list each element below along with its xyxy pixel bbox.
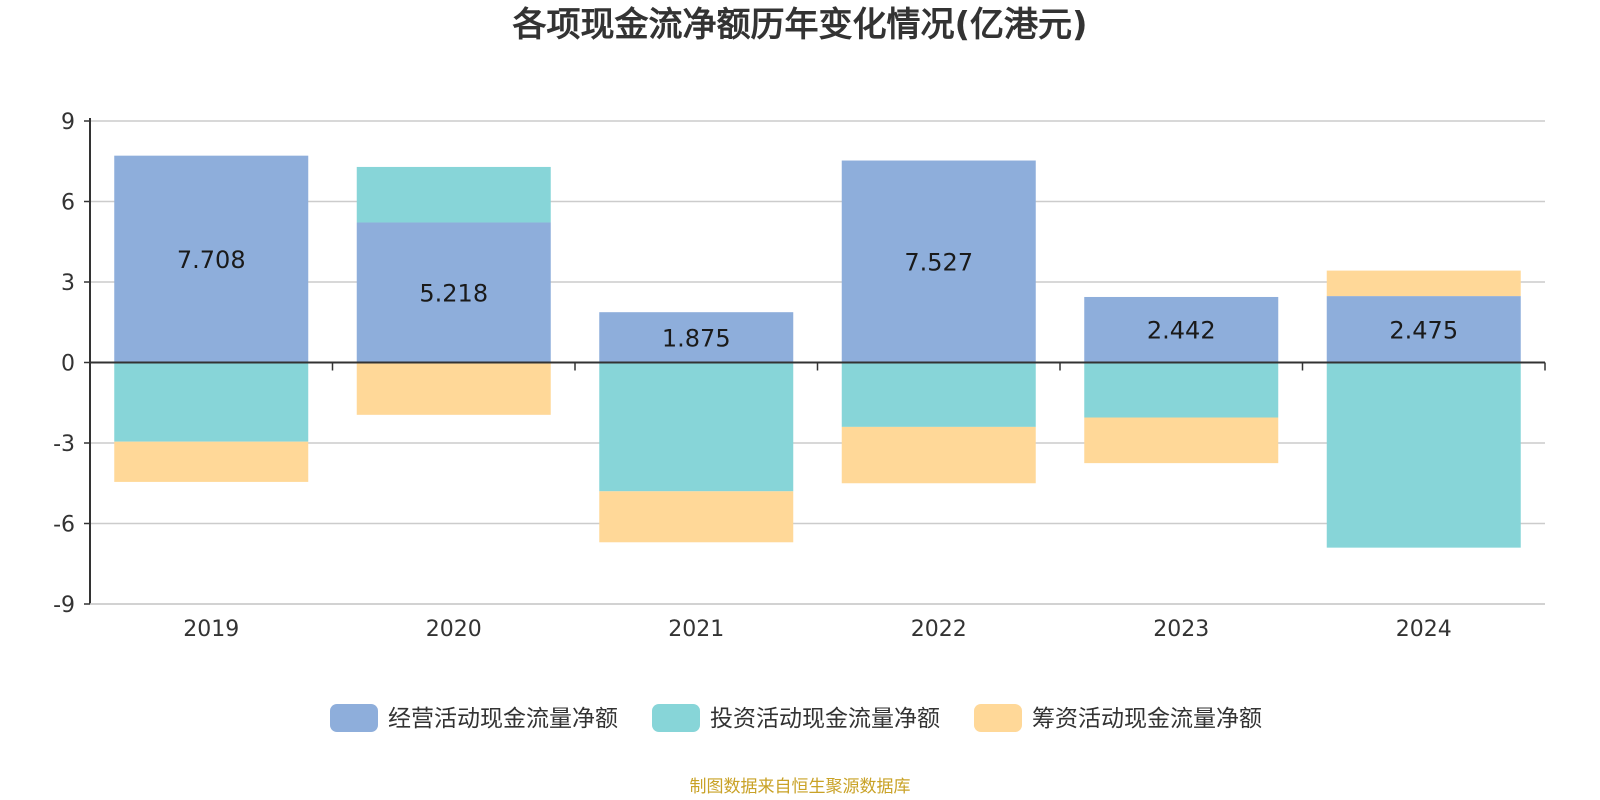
bar-2020-series-1 bbox=[356, 166, 551, 223]
bar-2021-series-2 bbox=[599, 491, 794, 543]
legend: 经营活动现金流量净额 投资活动现金流量净额 筹资活动现金流量净额 bbox=[330, 704, 1262, 732]
bar-2019-series-0 bbox=[114, 155, 309, 363]
legend-label: 筹资活动现金流量净额 bbox=[1032, 706, 1262, 732]
y-tick-label: -3 bbox=[53, 432, 75, 457]
legend-label: 投资活动现金流量净额 bbox=[710, 706, 940, 732]
bar-2024-series-0 bbox=[1326, 296, 1521, 363]
bar-2020-series-0 bbox=[356, 222, 551, 363]
bar-2021-series-1 bbox=[599, 362, 794, 492]
data-label-2020: 5.218 bbox=[419, 279, 488, 307]
y-tick-label: -6 bbox=[53, 513, 75, 538]
data-labels: 7.708 5.218 1.875 7.527 2.442 2.475 bbox=[177, 246, 1458, 352]
bar-2023-series-2 bbox=[1084, 417, 1279, 464]
bar-2021-series-0 bbox=[599, 312, 794, 363]
x-tick-label: 2019 bbox=[183, 617, 239, 642]
bars bbox=[114, 155, 1521, 548]
bar-2022-series-2 bbox=[841, 426, 1036, 484]
y-tick-label: 3 bbox=[61, 271, 75, 296]
bar-2023-series-0 bbox=[1084, 296, 1279, 363]
chart-title: 各项现金流净额历年变化情况(亿港元) bbox=[512, 5, 1087, 45]
bar-2024-series-1 bbox=[1326, 362, 1521, 548]
bar-2019-series-2 bbox=[114, 441, 309, 482]
x-tick-label: 2020 bbox=[426, 617, 482, 642]
source-note: 制图数据来自恒生聚源数据库 bbox=[690, 777, 911, 797]
x-tick-label: 2024 bbox=[1396, 617, 1452, 642]
y-tick-label: 0 bbox=[61, 352, 75, 377]
data-label-2022: 7.527 bbox=[904, 249, 973, 277]
x-tick-label: 2021 bbox=[668, 617, 724, 642]
x-tick-label: 2023 bbox=[1153, 617, 1209, 642]
x-tick-label: 2022 bbox=[911, 617, 967, 642]
y-tick-label: -9 bbox=[53, 593, 75, 618]
axes: 9 6 3 0 -3 -6 -9 2019 2020 2021 2022 2023 2024 bbox=[53, 110, 1546, 642]
legend-label: 经营活动现金流量净额 bbox=[388, 706, 618, 732]
bar-2020-series-2 bbox=[356, 362, 551, 415]
legend-swatch bbox=[974, 704, 1022, 732]
data-label-2024: 2.475 bbox=[1389, 316, 1458, 344]
bar-2022-series-1 bbox=[841, 362, 1036, 427]
legend-swatch bbox=[652, 704, 700, 732]
bar-2023-series-1 bbox=[1084, 362, 1279, 418]
y-tick-label: 6 bbox=[61, 191, 75, 216]
data-label-2019: 7.708 bbox=[177, 246, 246, 274]
legend-swatch bbox=[330, 704, 378, 732]
bar-2024-series-2 bbox=[1326, 270, 1521, 297]
data-label-2023: 2.442 bbox=[1147, 317, 1216, 345]
bar-2019-series-1 bbox=[114, 362, 309, 442]
data-label-2021: 1.875 bbox=[662, 324, 731, 352]
y-tick-label: 9 bbox=[61, 110, 75, 135]
bar-2022-series-0 bbox=[841, 160, 1036, 363]
